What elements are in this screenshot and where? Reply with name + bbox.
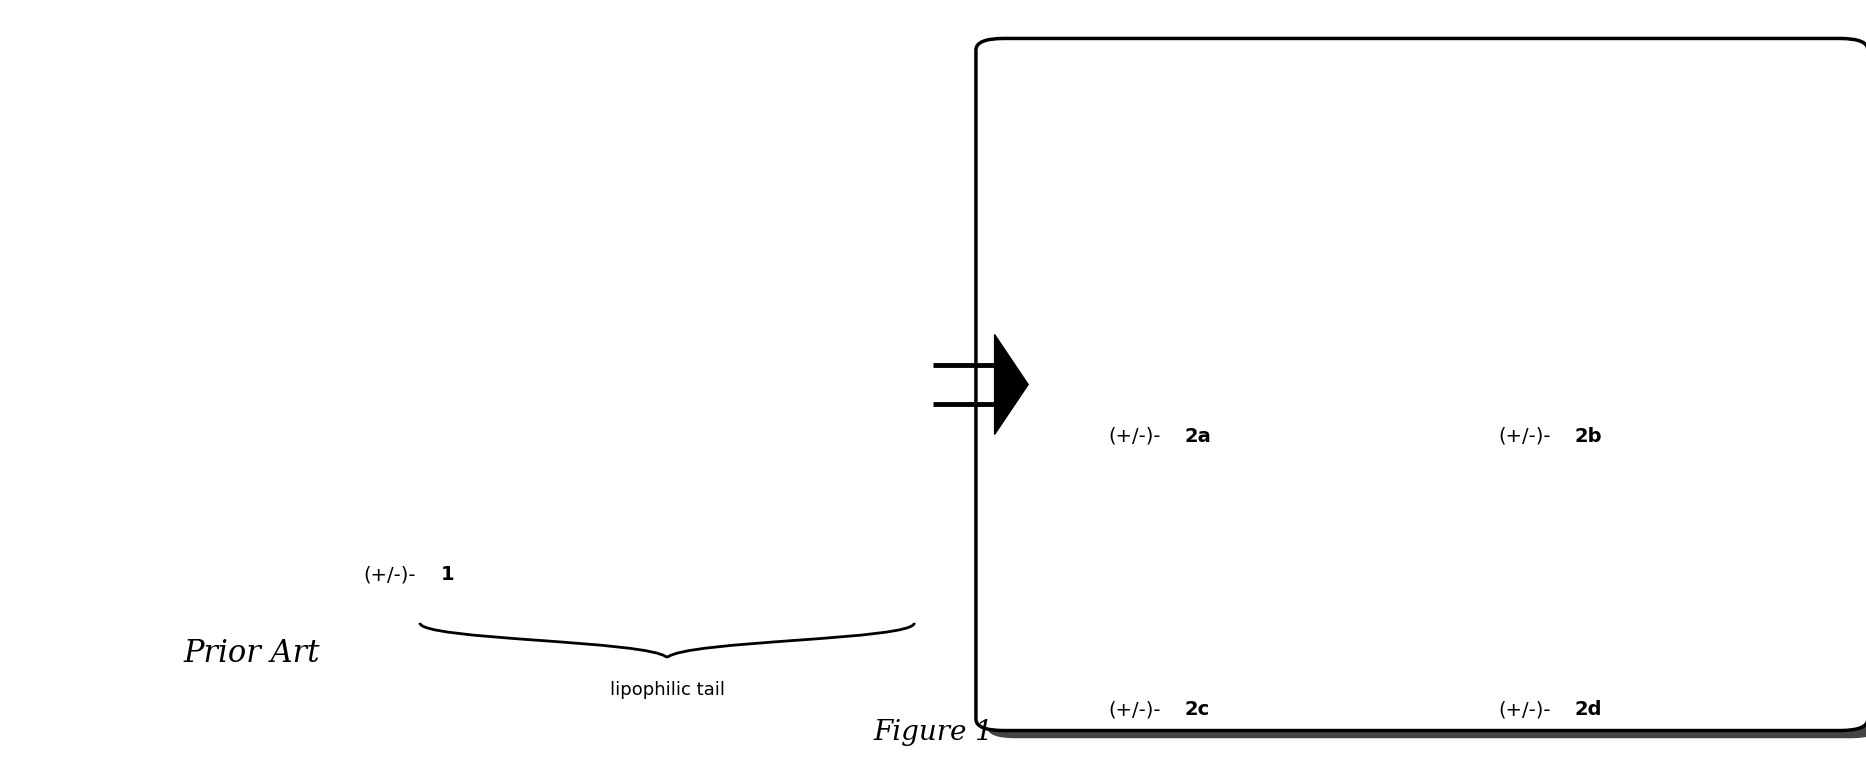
Text: lipophilic tail: lipophilic tail	[610, 681, 724, 698]
Text: (+/-)-: (+/-)-	[1498, 700, 1551, 719]
FancyBboxPatch shape	[987, 46, 1866, 738]
Text: 2c: 2c	[1185, 700, 1211, 719]
Text: 2b: 2b	[1575, 427, 1603, 446]
Polygon shape	[995, 335, 1028, 434]
Text: (+/-)-: (+/-)-	[364, 565, 416, 584]
Text: (+/-)-: (+/-)-	[1108, 427, 1161, 446]
Text: Figure 1: Figure 1	[873, 719, 993, 746]
Text: (+/-)-: (+/-)-	[1498, 427, 1551, 446]
Text: (+/-)-: (+/-)-	[1108, 700, 1161, 719]
Text: Prior Art: Prior Art	[183, 638, 321, 669]
Text: 1: 1	[440, 565, 453, 584]
FancyBboxPatch shape	[976, 38, 1866, 731]
Text: 2a: 2a	[1185, 427, 1211, 446]
Text: 2d: 2d	[1575, 700, 1603, 719]
